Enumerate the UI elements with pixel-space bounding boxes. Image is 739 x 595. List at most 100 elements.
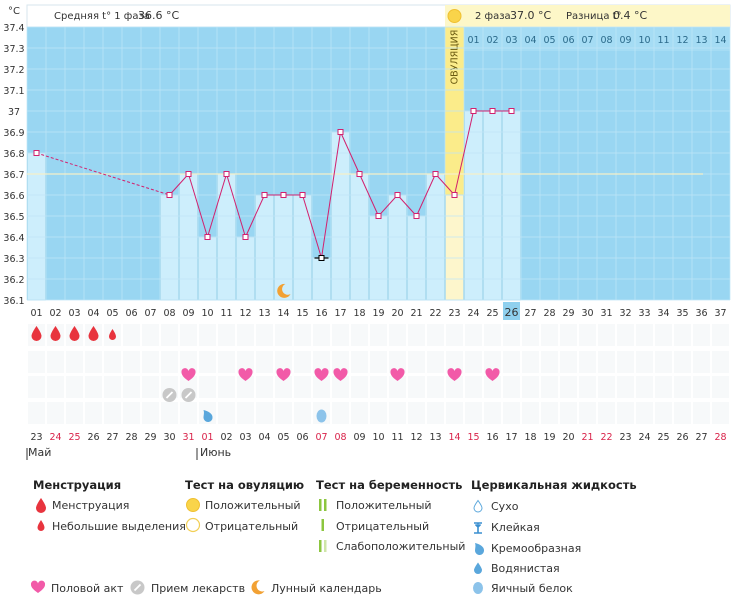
sticky-icon	[474, 522, 482, 534]
legend-intercourse: Половой акт	[51, 582, 124, 595]
legend-medication: Прием лекарств	[151, 582, 246, 595]
phase1-avg-value: 36.6 °C	[138, 9, 179, 22]
symbol-cell	[351, 351, 368, 373]
symbol-cell	[446, 402, 463, 424]
y-tick-label: 37.2	[3, 65, 24, 76]
symbol-cell	[370, 351, 387, 373]
y-tick-label: 36.6	[3, 191, 24, 202]
symbol-cell	[237, 402, 254, 424]
temperature-point	[33, 150, 40, 156]
temperature-point	[394, 192, 401, 198]
symbol-cell	[47, 351, 64, 373]
y-tick-label: 36.9	[3, 128, 24, 139]
symbol-cell	[180, 402, 197, 424]
cycle-day-label: 32	[619, 308, 631, 319]
symbol-cell	[579, 402, 596, 424]
symbol-cell	[104, 402, 121, 424]
y-tick-label: 36.4	[3, 233, 24, 244]
symbol-cell	[85, 351, 102, 373]
symbol-cell	[484, 351, 501, 373]
calendar-date-label: 18	[524, 432, 536, 443]
symbol-cell	[674, 376, 691, 398]
temperature-bar	[388, 194, 407, 301]
cycle-day-label: 08	[163, 308, 175, 319]
post-ovulation-day-label: 06	[562, 35, 574, 46]
calendar-date-label: 19	[543, 432, 555, 443]
calendar-date-label: 04	[258, 432, 270, 443]
temperature-line-segment	[416, 173, 436, 217]
cycle-day-label: 17	[334, 308, 346, 319]
symbol-cell	[275, 324, 292, 346]
temperature-line-segment	[321, 131, 341, 259]
menstruation-drop	[69, 326, 80, 342]
symbol-cell	[294, 376, 311, 398]
symbol-cell	[693, 324, 710, 346]
intercourse-heart	[238, 368, 253, 381]
legend-pregnancy-test-title: Тест на беременность	[316, 478, 463, 492]
symbol-cell	[712, 402, 729, 424]
dry-icon	[473, 499, 483, 513]
temperature-point	[489, 108, 496, 114]
temperature-line-segment	[302, 194, 322, 259]
symbol-cell	[332, 376, 349, 398]
calendar-date-label: 10	[372, 432, 384, 443]
cycle-day-label: 16	[315, 308, 327, 319]
calendar-date-label: 30	[163, 432, 175, 443]
post-ovulation-day-label: 11	[657, 35, 669, 46]
post-ovulation-day-label: 08	[600, 35, 612, 46]
cycle-day-label: 12	[239, 308, 251, 319]
symbol-cell	[598, 351, 615, 373]
symbol-cell	[332, 351, 349, 373]
symbol-cell	[598, 376, 615, 398]
calendar-date-label: 23	[30, 432, 42, 443]
cycle-day-label: 14	[277, 308, 289, 319]
cycle-day-label: 21	[410, 308, 422, 319]
symbol-cell	[408, 402, 425, 424]
symbol-cell	[674, 351, 691, 373]
calendar-date-label: 17	[505, 432, 517, 443]
symbol-cell	[655, 376, 672, 398]
symbol-cell	[275, 376, 292, 398]
phase2-avg-value: 37.0 °C	[510, 9, 551, 22]
pregnancy-negative-icon	[321, 519, 324, 531]
post-ovulation-day-label: 14	[714, 35, 726, 46]
symbol-cell	[237, 376, 254, 398]
symbol-cell	[294, 402, 311, 424]
calendar-date-label: 23	[619, 432, 631, 443]
cycle-day-label: 15	[296, 308, 308, 319]
intercourse-heart	[485, 368, 500, 381]
temperature-bar	[255, 194, 274, 301]
temperature-bar	[293, 194, 312, 301]
temperature-line-segment	[397, 194, 417, 217]
symbol-cell	[465, 324, 482, 346]
symbol-cell	[446, 351, 463, 373]
symbol-cell	[313, 351, 330, 373]
cycle-day-label: 33	[638, 308, 650, 319]
pregnancy-positive-icon	[319, 499, 327, 511]
symbol-cell	[427, 376, 444, 398]
calendar-date-label: 20	[562, 432, 574, 443]
temperature-line-segment	[169, 173, 189, 196]
symbol-cell	[465, 376, 482, 398]
symbol-cell	[199, 351, 216, 373]
y-tick-label: 37	[8, 107, 20, 118]
temperature-point	[318, 255, 325, 261]
ovulation-positive-icon	[186, 498, 200, 512]
symbol-cell	[142, 324, 159, 346]
symbol-cell	[579, 376, 596, 398]
cycle-day-label: 03	[68, 308, 80, 319]
symbol-cell	[503, 376, 520, 398]
symbol-cell	[693, 351, 710, 373]
temperature-point	[432, 171, 439, 177]
cycle-day-label: 20	[391, 308, 403, 319]
temperature-point	[261, 192, 268, 198]
temperature-line-segment	[378, 194, 398, 217]
symbol-cell	[199, 324, 216, 346]
symbol-cell	[180, 351, 197, 373]
legend-ovulation-positive: Положительный	[205, 499, 301, 512]
symbol-cell	[522, 351, 539, 373]
egg-white-fluid-drop	[316, 409, 327, 423]
symbol-cell	[389, 351, 406, 373]
temperature-point	[166, 192, 173, 198]
